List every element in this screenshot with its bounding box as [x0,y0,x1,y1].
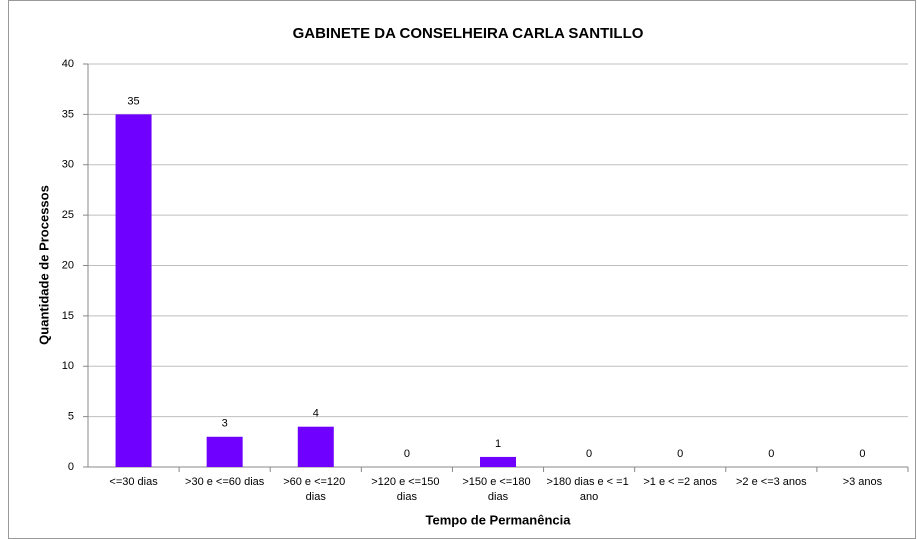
y-tick-label: 15 [62,310,74,322]
y-tick-label: 0 [68,461,74,473]
x-tick-label: >180 dias e < =1 ano [546,476,631,503]
y-tick-label: 35 [62,108,74,120]
y-axis-label: Quantidade de Processos [36,185,51,345]
y-tick-label: 20 [62,259,74,271]
data-label: 0 [586,448,592,460]
data-label: 35 [127,95,139,107]
x-tick-label: >150 e <=180 dias [462,476,533,503]
x-tick-label: >30 e <=60 dias [185,476,265,488]
y-tick-label: 30 [62,159,74,171]
data-label: 3 [222,418,228,430]
y-tick-label: 5 [68,411,74,423]
data-label: 1 [495,438,501,450]
y-tick-label: 40 [62,58,74,70]
x-tick-label: >3 anos [843,476,883,488]
chart-title: GABINETE DA CONSELHEIRA CARLA SANTILLO [293,25,644,42]
x-tick-label: >2 e <=3 anos [736,476,807,488]
y-tick-label: 25 [62,209,74,221]
data-label: 0 [677,448,683,460]
bar [206,436,243,467]
bar [115,114,152,467]
x-tick-label: <=30 dias [109,476,158,488]
data-label: 0 [859,448,865,460]
data-label: 0 [404,448,410,460]
x-tick-label: >1 e < =2 anos [643,476,717,488]
y-tick-label: 10 [62,360,74,372]
data-label: 0 [768,448,774,460]
data-label: 4 [313,408,319,420]
x-tick-label: >60 e <=120 dias [283,476,348,503]
bar [480,456,516,467]
bar [297,426,334,467]
x-axis-label: Tempo de Permanência [426,512,572,527]
x-tick-label: >120 e <=150 dias [371,476,442,503]
